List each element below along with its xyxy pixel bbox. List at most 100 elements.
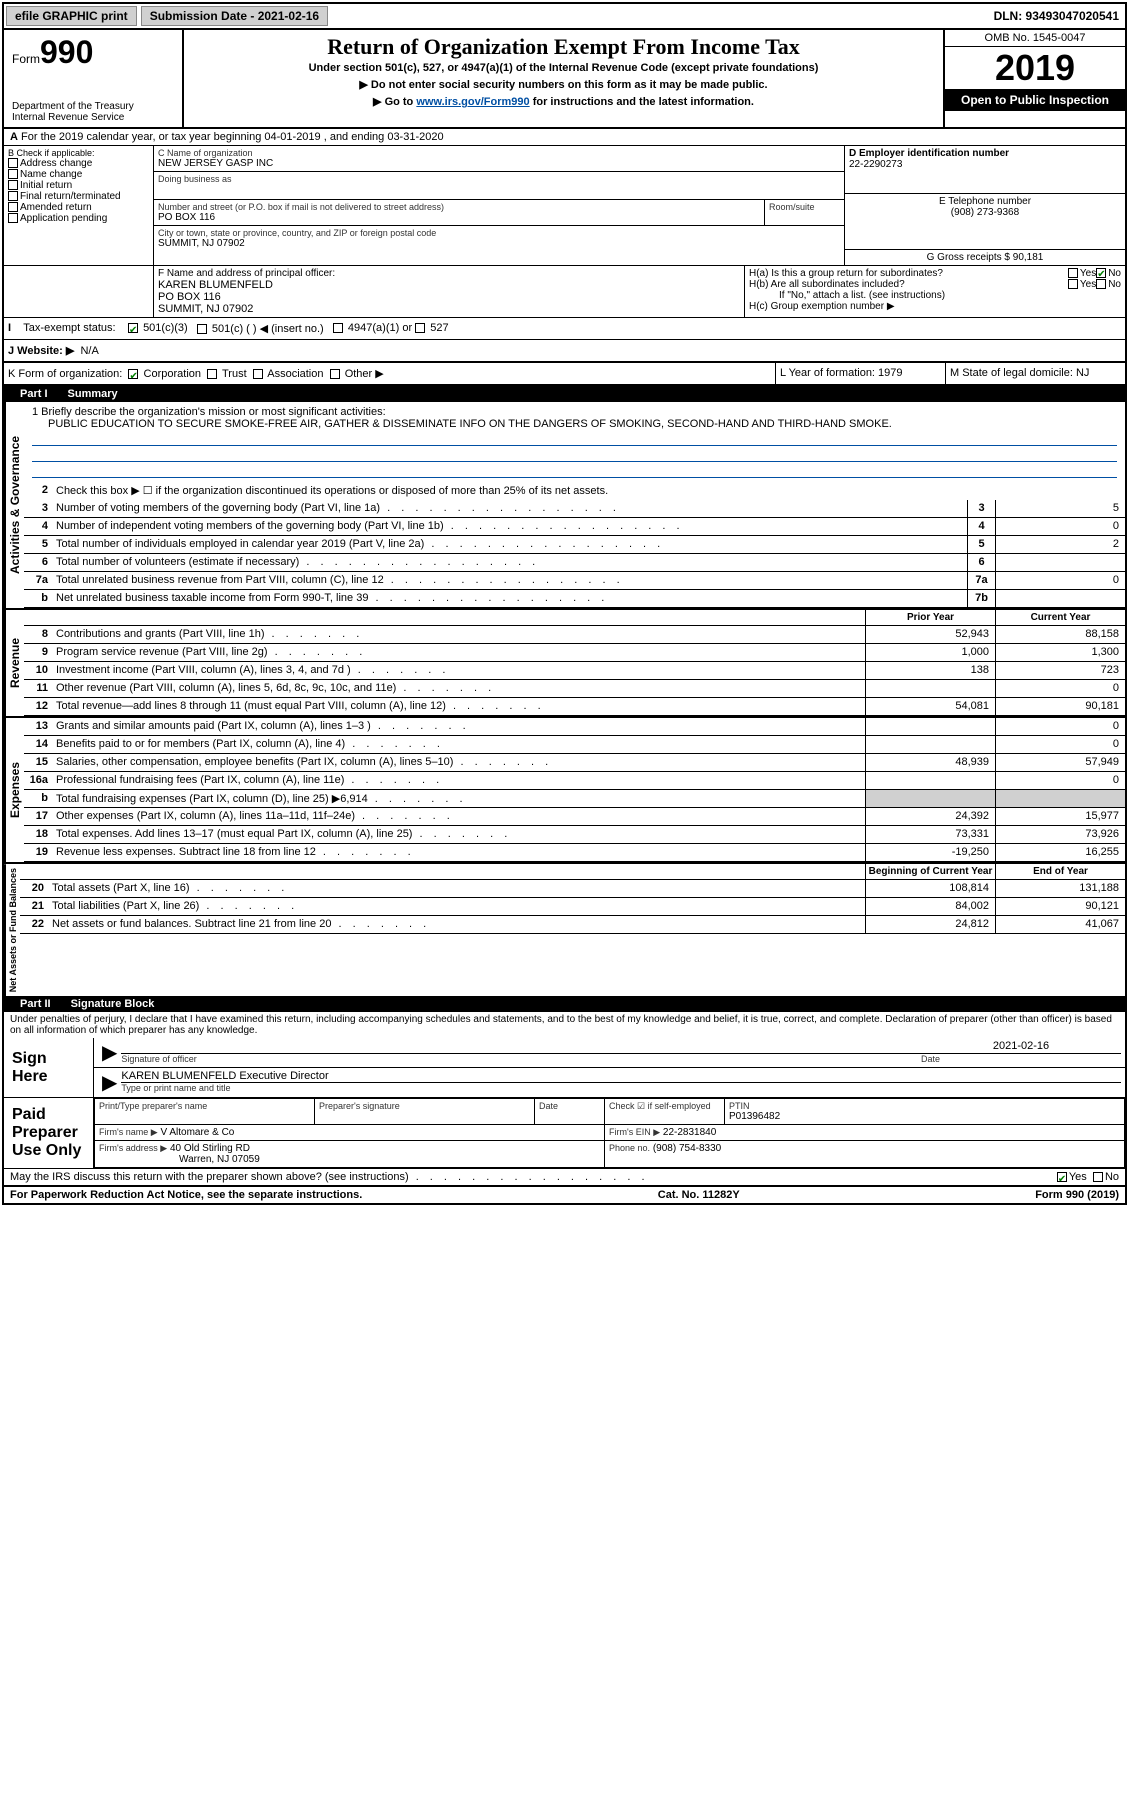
opt-final-label: Final return/terminated xyxy=(20,191,121,202)
current-hdr: Current Year xyxy=(995,610,1125,625)
block-m: M State of legal domicile: NJ xyxy=(945,363,1125,384)
line2: Check this box ▶ ☐ if the organization d… xyxy=(52,482,1125,500)
ha-label: H(a) Is this a group return for subordin… xyxy=(749,268,1068,279)
i-label: I Tax-exempt status: xyxy=(8,322,128,335)
prep-sig-label: Preparer's signature xyxy=(319,1101,530,1111)
k-assoc[interactable]: Association xyxy=(253,368,324,380)
data-row: 16aProfessional fundraising fees (Part I… xyxy=(24,772,1125,790)
data-row: 21Total liabilities (Part X, line 26)84,… xyxy=(20,898,1125,916)
firm-addr1: 40 Old Stirling RD xyxy=(170,1143,250,1154)
prep-name-cell: Print/Type preparer's name xyxy=(95,1099,315,1125)
prep-name-label: Print/Type preparer's name xyxy=(99,1101,310,1111)
block-fh: F Name and address of principal officer:… xyxy=(4,266,1125,318)
paid-label: Paid Preparer Use Only xyxy=(4,1098,94,1168)
gov-row: 6Total number of volunteers (estimate if… xyxy=(24,554,1125,572)
hb-no[interactable]: No xyxy=(1096,279,1121,290)
firm-ein-cell: Firm's EIN ▶ 22-2831840 xyxy=(605,1125,1125,1141)
topbar: efile GRAPHIC print Submission Date - 20… xyxy=(4,4,1125,30)
te-4947[interactable]: 4947(a)(1) or xyxy=(333,322,412,335)
te-527-label: 527 xyxy=(430,322,448,334)
klm-row: K Form of organization: Corporation Trus… xyxy=(4,363,1125,386)
period-a: A For the 2019 calendar year, or tax yea… xyxy=(4,129,1125,146)
check-self-cell: Check ☑ if self-employed xyxy=(605,1099,725,1125)
data-row: 11Other revenue (Part VIII, column (A), … xyxy=(24,680,1125,698)
firm-ein: 22-2831840 xyxy=(663,1127,716,1138)
k-corp[interactable]: Corporation xyxy=(128,368,201,380)
phone-val: (908) 754-8330 xyxy=(653,1143,721,1154)
subtitle1: Under section 501(c), 527, or 4947(a)(1)… xyxy=(192,62,935,74)
data-row: bTotal fundraising expenses (Part IX, co… xyxy=(24,790,1125,808)
gov-row: 3Number of voting members of the governi… xyxy=(24,500,1125,518)
opt-pending[interactable]: Application pending xyxy=(8,213,149,224)
paid-preparer-row: Paid Preparer Use Only Print/Type prepar… xyxy=(4,1098,1125,1169)
penalty-text: Under penalties of perjury, I declare th… xyxy=(4,1012,1125,1038)
te-501c3-label: 501(c)(3) xyxy=(143,322,188,334)
c-name-label: C Name of organization xyxy=(158,148,840,158)
hc-label: H(c) Group exemption number ▶ xyxy=(749,301,1121,312)
part1-exp: Expenses 13Grants and similar amounts pa… xyxy=(4,716,1125,862)
opt-address-label: Address change xyxy=(20,158,92,169)
hb-label: H(b) Are all subordinates included? xyxy=(749,279,1068,290)
data-row: 14Benefits paid to or for members (Part … xyxy=(24,736,1125,754)
ha-no[interactable]: No xyxy=(1096,268,1121,279)
g-label: G Gross receipts $ 90,181 xyxy=(849,252,1121,263)
k-other[interactable]: Other ▶ xyxy=(330,368,384,380)
part1-net: Net Assets or Fund Balances Beginning of… xyxy=(4,862,1125,996)
firm-name: V Altomare & Co xyxy=(160,1127,234,1138)
te-501c3[interactable]: 501(c)(3) xyxy=(128,322,188,335)
opt-address[interactable]: Address change xyxy=(8,158,149,169)
discuss-yes[interactable]: Yes xyxy=(1057,1171,1087,1183)
rev-label: Revenue xyxy=(4,610,24,716)
form-990-page: efile GRAPHIC print Submission Date - 20… xyxy=(2,2,1127,1205)
check-b: B Check if applicable: Address change Na… xyxy=(4,146,154,265)
block-k: K Form of organization: Corporation Trus… xyxy=(4,363,775,384)
prep-date-label: Date xyxy=(539,1101,600,1111)
opt-initial[interactable]: Initial return xyxy=(8,180,149,191)
firm-phone-cell: Phone no. (908) 754-8330 xyxy=(605,1141,1125,1168)
k-assoc-label: Association xyxy=(267,368,323,380)
part1-rev: Revenue Prior YearCurrent Year 8Contribu… xyxy=(4,608,1125,716)
hb-yes[interactable]: Yes xyxy=(1068,279,1096,290)
sig-date-label: Date xyxy=(921,1054,1121,1064)
website-val: N/A xyxy=(80,345,98,357)
footer-right: Form 990 (2019) xyxy=(1035,1189,1119,1201)
header: Form990 Department of the TreasuryIntern… xyxy=(4,30,1125,129)
sub3-post: for instructions and the latest informat… xyxy=(530,96,754,108)
data-row: 8Contributions and grants (Part VIII, li… xyxy=(24,626,1125,644)
data-row: 19Revenue less expenses. Subtract line 1… xyxy=(24,844,1125,862)
opt-name[interactable]: Name change xyxy=(8,169,149,180)
paid-table: Print/Type preparer's name Preparer's si… xyxy=(94,1098,1125,1168)
opt-final[interactable]: Final return/terminated xyxy=(8,191,149,202)
room-label: Room/suite xyxy=(769,202,840,212)
firm-addr-label: Firm's address ▶ xyxy=(99,1143,167,1153)
efile-button[interactable]: efile GRAPHIC print xyxy=(6,6,137,26)
page-footer: For Paperwork Reduction Act Notice, see … xyxy=(4,1186,1125,1203)
addr: PO BOX 116 xyxy=(158,212,760,223)
discuss-no[interactable]: No xyxy=(1093,1171,1119,1183)
addr-label: Number and street (or P.O. box if mail i… xyxy=(158,202,760,212)
k-trust-label: Trust xyxy=(222,368,247,380)
te-label: Tax-exempt status: xyxy=(23,322,115,334)
begin-hdr: Beginning of Current Year xyxy=(865,864,995,879)
te-527[interactable]: 527 xyxy=(415,322,448,335)
block-h: H(a) Is this a group return for subordin… xyxy=(745,266,1125,317)
type-label: Type or print name and title xyxy=(121,1083,1121,1093)
part2-title: Signature Block xyxy=(71,998,155,1010)
opt-amended[interactable]: Amended return xyxy=(8,202,149,213)
subtitle2: ▶ Do not enter social security numbers o… xyxy=(192,78,935,91)
data-row: 9Program service revenue (Part VIII, lin… xyxy=(24,644,1125,662)
org-name: NEW JERSEY GASP INC xyxy=(158,158,840,169)
sign-here: Sign Here xyxy=(4,1038,94,1097)
k-trust[interactable]: Trust xyxy=(207,368,247,380)
d-label: D Employer identification number xyxy=(849,148,1121,159)
inspection: Open to Public Inspection xyxy=(945,89,1125,111)
form990-link[interactable]: www.irs.gov/Form990 xyxy=(416,96,529,108)
omb: OMB No. 1545-0047 xyxy=(945,30,1125,47)
k-other-label: Other ▶ xyxy=(345,368,384,380)
data-row: 22Net assets or fund balances. Subtract … xyxy=(20,916,1125,934)
sig-officer-label: Signature of officer xyxy=(121,1054,921,1064)
data-row: 18Total expenses. Add lines 13–17 (must … xyxy=(24,826,1125,844)
te-501c[interactable]: 501(c) ( ) ◀ (insert no.) xyxy=(197,322,324,335)
ha-yes[interactable]: Yes xyxy=(1068,268,1096,279)
block-deg: D Employer identification number 22-2290… xyxy=(845,146,1125,265)
